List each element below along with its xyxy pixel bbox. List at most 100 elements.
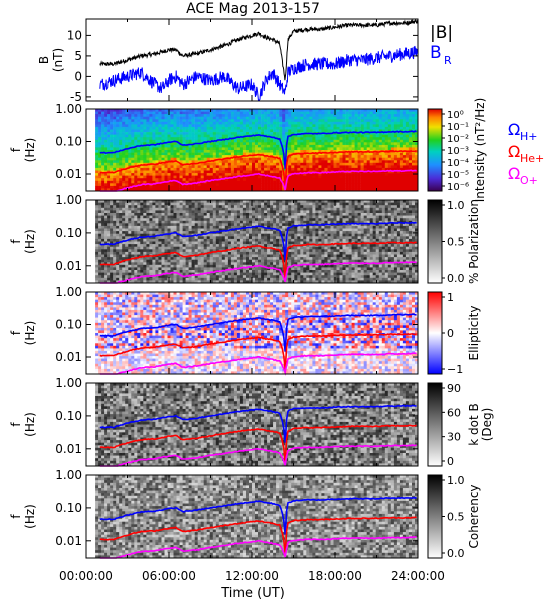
spectrogram-cell bbox=[261, 132, 265, 135]
spectrogram-cell bbox=[218, 173, 223, 176]
spectrogram-cell bbox=[249, 180, 253, 184]
spectrogram-cell bbox=[294, 111, 298, 115]
spectrogram-cell bbox=[197, 150, 201, 153]
spectrogram-cell bbox=[276, 150, 280, 153]
spectrogram-cell bbox=[116, 257, 120, 260]
spectrogram-cell bbox=[209, 170, 213, 174]
spectrogram-cell bbox=[122, 210, 126, 214]
spectrogram-cell bbox=[396, 173, 401, 176]
spectrogram-cell bbox=[375, 162, 379, 166]
spectrogram-cell bbox=[255, 116, 259, 120]
spectrogram-cell bbox=[125, 157, 129, 161]
spectrogram-cell bbox=[113, 147, 117, 151]
spectrogram-cell bbox=[273, 124, 277, 128]
spectrogram-cell bbox=[203, 142, 207, 146]
spectrogram-cell bbox=[203, 155, 207, 158]
spectrogram-cell bbox=[249, 139, 253, 143]
spectrogram-cell bbox=[113, 134, 117, 138]
spectrogram-cell bbox=[209, 205, 213, 209]
spectrogram-cell bbox=[333, 114, 337, 117]
spectrogram-cell bbox=[230, 244, 235, 247]
spectrogram-cell bbox=[300, 119, 304, 123]
spectrogram-cell bbox=[143, 109, 147, 112]
spectrogram-cell bbox=[152, 218, 156, 222]
spectrogram-cell bbox=[149, 238, 153, 242]
spectrogram-cell bbox=[261, 160, 265, 164]
spectrogram-cell bbox=[116, 202, 120, 206]
spectrogram-cell bbox=[173, 152, 177, 156]
spectrogram-cell bbox=[176, 129, 180, 133]
spectrogram-cell bbox=[203, 144, 207, 148]
spectrogram-cell bbox=[197, 111, 201, 115]
spectrogram-cell bbox=[390, 124, 395, 128]
spectrogram-cell bbox=[125, 126, 129, 130]
spectrogram-cell bbox=[372, 183, 376, 187]
spectrogram-cell bbox=[318, 142, 322, 146]
spectrogram-cell bbox=[261, 152, 265, 156]
spectrogram-cell bbox=[191, 178, 195, 182]
spectrogram-cell bbox=[140, 251, 144, 255]
spectrogram-cell bbox=[137, 225, 141, 229]
spectrogram-cell bbox=[393, 157, 398, 161]
spectrogram-cell bbox=[360, 111, 364, 115]
spectrogram-cell bbox=[98, 150, 102, 153]
spectrogram-cell bbox=[143, 121, 147, 125]
spectrogram-cell bbox=[164, 218, 168, 222]
spectrogram-cell bbox=[209, 150, 213, 153]
spectrogram-cell bbox=[300, 185, 304, 189]
spectrogram-cell bbox=[134, 175, 138, 179]
spectrogram-cell bbox=[369, 134, 373, 138]
spectrogram-cell bbox=[113, 160, 117, 164]
spectrogram-cell bbox=[402, 129, 407, 133]
spectrogram-cell bbox=[267, 188, 271, 192]
spectrogram-cell bbox=[221, 215, 226, 219]
spectrogram-cell bbox=[134, 215, 138, 219]
spectrogram-cell bbox=[203, 200, 207, 203]
spectrogram-cell bbox=[282, 132, 286, 135]
spectrogram-cell bbox=[161, 238, 165, 242]
spectrogram-cell bbox=[149, 259, 153, 263]
spectrogram-cell bbox=[113, 259, 117, 263]
spectrogram-cell bbox=[101, 205, 105, 209]
spectrogram-cell bbox=[182, 213, 186, 216]
spectrogram-cell bbox=[95, 231, 99, 234]
spectrogram-cell bbox=[233, 144, 238, 148]
spectrogram-cell bbox=[227, 152, 232, 156]
colorbar-tick-label: 10⁻⁵ bbox=[447, 170, 469, 181]
spectrogram-cell bbox=[95, 157, 99, 161]
spectrogram-cell bbox=[149, 215, 153, 219]
spectrogram-cell bbox=[200, 280, 204, 284]
spectrogram-cell bbox=[110, 111, 114, 115]
spectrogram-cell bbox=[128, 225, 132, 229]
spectrogram-cell bbox=[224, 233, 229, 237]
spectrogram-cell bbox=[185, 257, 189, 260]
spectrogram-cell bbox=[360, 124, 364, 128]
spectrogram-cell bbox=[128, 267, 132, 271]
spectrogram-cell bbox=[134, 277, 138, 281]
spectrogram-cell bbox=[227, 142, 232, 146]
spectrogram-cell bbox=[315, 124, 319, 128]
spectrogram-cell bbox=[131, 238, 135, 242]
spectrogram-cell bbox=[264, 175, 268, 179]
spectrogram-cell bbox=[255, 152, 259, 156]
spectrogram-cell bbox=[402, 180, 407, 184]
spectrogram-cell bbox=[233, 270, 238, 273]
spectrogram-cell bbox=[212, 165, 217, 169]
spectrogram-cell bbox=[372, 121, 376, 125]
spectrogram-cell bbox=[119, 218, 123, 222]
spectrogram-cell bbox=[122, 233, 126, 237]
spectrogram-cell bbox=[146, 132, 150, 135]
spectrogram-cell bbox=[276, 119, 280, 123]
spectrogram-cell bbox=[185, 277, 189, 281]
spectrogram-cell bbox=[101, 134, 105, 138]
spectrogram-cell bbox=[116, 121, 120, 125]
spectrogram-cell bbox=[342, 185, 346, 189]
spectrogram-cell bbox=[306, 142, 310, 146]
spectrogram-cell bbox=[107, 231, 111, 234]
spectrogram-cell bbox=[258, 139, 262, 143]
spectrogram-cell bbox=[375, 160, 379, 164]
spectrogram-cell bbox=[155, 126, 159, 130]
spectrogram-cell bbox=[131, 254, 135, 258]
spectrogram-cell bbox=[267, 175, 271, 179]
spectrogram-cell bbox=[255, 142, 259, 146]
